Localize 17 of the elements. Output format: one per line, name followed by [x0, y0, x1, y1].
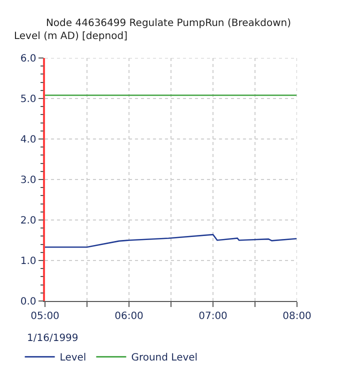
x-tick-label: 06:00 [114, 311, 144, 322]
legend-label: Ground Level [131, 352, 198, 364]
x-tick-label: 07:00 [198, 311, 228, 322]
x-tick-label: 08:00 [282, 311, 312, 322]
y-axis-title: Level (m AD) [depnod] [14, 31, 128, 42]
y-tick-label: 2.0 [20, 216, 36, 226]
x-tick-label: 05:00 [30, 311, 60, 322]
y-tick-label: 6.0 [20, 54, 36, 64]
line-series [45, 234, 297, 248]
y-tick-label: 1.0 [20, 256, 36, 267]
chart-title: Node 44636499 Regulate PumpRun (Breakdown) [46, 18, 292, 30]
y-tick-label: 4.0 [20, 134, 36, 146]
text: 1/16/1999 [27, 333, 78, 344]
y-tick-label: 5.0 [20, 94, 36, 105]
legend-label: Level [60, 352, 86, 364]
y-tick-label: 3.0 [20, 175, 36, 186]
y-tick-label: 0.0 [20, 296, 36, 308]
